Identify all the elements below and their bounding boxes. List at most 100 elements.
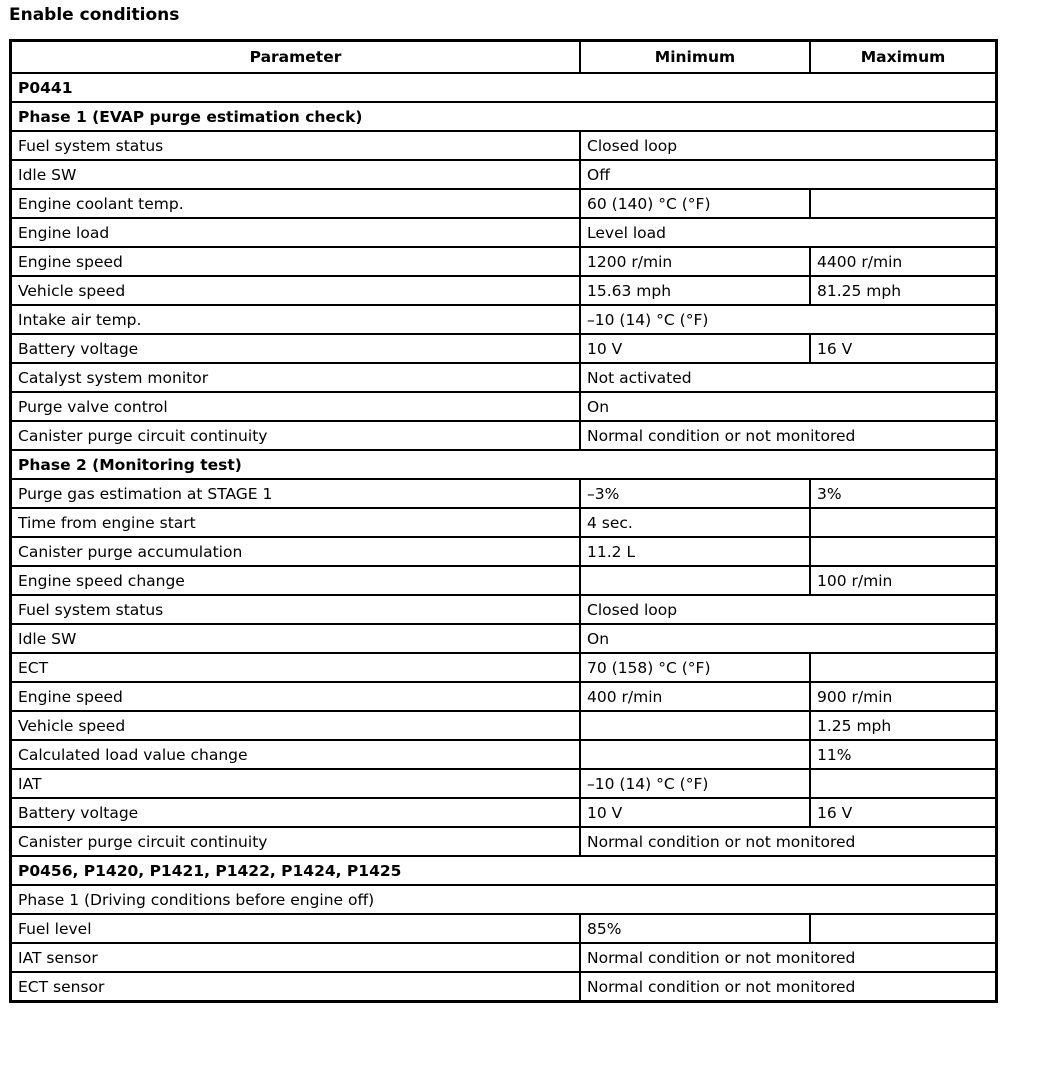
section-title: P0456, P1420, P1421, P1422, P1424, P1425	[9, 855, 998, 886]
table-row: Fuel system status Closed loop	[9, 130, 998, 161]
minimum-cell: –3%	[579, 478, 811, 509]
table-row: Canister purge circuit continuity Normal …	[9, 826, 998, 857]
table-row: Fuel system status Closed loop	[9, 594, 998, 625]
value-cell: Normal condition or not monitored	[579, 826, 998, 857]
minimum-cell: 15.63 mph	[579, 275, 811, 306]
maximum-cell: 16 V	[809, 333, 998, 364]
enable-conditions-table: Parameter Minimum Maximum P0441 Phase 1 (…	[9, 39, 998, 1003]
value-cell: Level load	[579, 217, 998, 248]
parameter-cell: Fuel system status	[9, 594, 581, 625]
maximum-cell: 11%	[809, 739, 998, 770]
table-row: Idle SW Off	[9, 159, 998, 190]
section-row: P0441	[9, 72, 998, 103]
minimum-cell: 10 V	[579, 333, 811, 364]
table-body: P0441 Phase 1 (EVAP purge estimation chec…	[9, 72, 998, 1003]
section-title: Phase 1 (EVAP purge estimation check)	[9, 101, 998, 132]
section-title: Phase 2 (Monitoring test)	[9, 449, 998, 480]
table-row: Canister purge circuit continuity Normal …	[9, 420, 998, 451]
table-row: Canister purge accumulation 11.2 L	[9, 536, 998, 567]
maximum-cell: 16 V	[809, 797, 998, 828]
maximum-cell: 1.25 mph	[809, 710, 998, 741]
parameter-cell: Idle SW	[9, 159, 581, 190]
value-cell: On	[579, 623, 998, 654]
parameter-cell: Canister purge accumulation	[9, 536, 581, 567]
section-row: Phase 1 (EVAP purge estimation check)	[9, 101, 998, 132]
minimum-cell: 85%	[579, 913, 811, 944]
table-row: Engine load Level load	[9, 217, 998, 248]
parameter-cell: Purge valve control	[9, 391, 581, 422]
maximum-cell: 4400 r/min	[809, 246, 998, 277]
section-row: P0456, P1420, P1421, P1422, P1424, P1425	[9, 855, 998, 886]
parameter-cell: Intake air temp.	[9, 304, 581, 335]
parameter-cell: Fuel level	[9, 913, 581, 944]
maximum-cell: 3%	[809, 478, 998, 509]
value-cell: Closed loop	[579, 130, 998, 161]
table-row: Purge valve control On	[9, 391, 998, 422]
parameter-cell: ECT sensor	[9, 971, 581, 1003]
table-row: Battery voltage 10 V 16 V	[9, 333, 998, 364]
parameter-cell: Time from engine start	[9, 507, 581, 538]
value-cell: Closed loop	[579, 594, 998, 625]
parameter-cell: Engine speed	[9, 246, 581, 277]
header-parameter: Parameter	[9, 39, 581, 74]
parameter-cell: Fuel system status	[9, 130, 581, 161]
value-cell: Normal condition or not monitored	[579, 971, 998, 1003]
maximum-cell	[809, 507, 998, 538]
parameter-cell: IAT sensor	[9, 942, 581, 973]
table-row: ECT sensor Normal condition or not monito…	[9, 971, 998, 1003]
value-cell: Off	[579, 159, 998, 190]
table-row: Engine speed change 100 r/min	[9, 565, 998, 596]
page-title: Enable conditions	[9, 5, 180, 25]
header-row: Parameter Minimum Maximum	[9, 39, 998, 74]
maximum-cell	[809, 913, 998, 944]
table-row: Purge gas estimation at STAGE 1 –3% 3%	[9, 478, 998, 509]
value-cell: Not activated	[579, 362, 998, 393]
minimum-cell	[579, 565, 811, 596]
table-row: Idle SW On	[9, 623, 998, 654]
parameter-cell: Engine speed	[9, 681, 581, 712]
section-title: Phase 1 (Driving conditions before engin…	[9, 884, 998, 915]
maximum-cell: 900 r/min	[809, 681, 998, 712]
parameter-cell: Engine speed change	[9, 565, 581, 596]
table-row: Time from engine start 4 sec.	[9, 507, 998, 538]
parameter-cell: Battery voltage	[9, 333, 581, 364]
minimum-cell: 4 sec.	[579, 507, 811, 538]
minimum-cell	[579, 739, 811, 770]
section-title: P0441	[9, 72, 998, 103]
parameter-cell: IAT	[9, 768, 581, 799]
minimum-cell: 1200 r/min	[579, 246, 811, 277]
header-maximum: Maximum	[809, 39, 998, 74]
value-cell: Normal condition or not monitored	[579, 420, 998, 451]
value-cell: Normal condition or not monitored	[579, 942, 998, 973]
parameter-cell: Vehicle speed	[9, 275, 581, 306]
parameter-cell: Calculated load value change	[9, 739, 581, 770]
minimum-cell: 60 (140) °C (°F)	[579, 188, 811, 219]
table-row: ECT 70 (158) °C (°F)	[9, 652, 998, 683]
value-cell: –10 (14) °C (°F)	[579, 304, 998, 335]
table-row: Engine speed 1200 r/min 4400 r/min	[9, 246, 998, 277]
maximum-cell	[809, 652, 998, 683]
minimum-cell: –10 (14) °C (°F)	[579, 768, 811, 799]
table-row: IAT sensor Normal condition or not monito…	[9, 942, 998, 973]
maximum-cell: 81.25 mph	[809, 275, 998, 306]
table-row: Engine coolant temp. 60 (140) °C (°F)	[9, 188, 998, 219]
table-row: Vehicle speed 1.25 mph	[9, 710, 998, 741]
table-row: Intake air temp. –10 (14) °C (°F)	[9, 304, 998, 335]
parameter-cell: Purge gas estimation at STAGE 1	[9, 478, 581, 509]
minimum-cell: 400 r/min	[579, 681, 811, 712]
parameter-cell: Catalyst system monitor	[9, 362, 581, 393]
table-row: IAT –10 (14) °C (°F)	[9, 768, 998, 799]
table-row: Engine speed 400 r/min 900 r/min	[9, 681, 998, 712]
section-row: Phase 2 (Monitoring test)	[9, 449, 998, 480]
parameter-cell: Canister purge circuit continuity	[9, 826, 581, 857]
maximum-cell	[809, 536, 998, 567]
header-minimum: Minimum	[579, 39, 811, 74]
table-row: Battery voltage 10 V 16 V	[9, 797, 998, 828]
table-row: Fuel level 85%	[9, 913, 998, 944]
maximum-cell	[809, 768, 998, 799]
maximum-cell: 100 r/min	[809, 565, 998, 596]
minimum-cell: 11.2 L	[579, 536, 811, 567]
minimum-cell: 70 (158) °C (°F)	[579, 652, 811, 683]
parameter-cell: Idle SW	[9, 623, 581, 654]
parameter-cell: Canister purge circuit continuity	[9, 420, 581, 451]
